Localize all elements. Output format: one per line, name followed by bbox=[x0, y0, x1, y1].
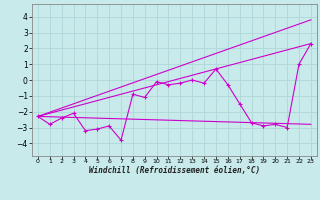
X-axis label: Windchill (Refroidissement éolien,°C): Windchill (Refroidissement éolien,°C) bbox=[89, 166, 260, 175]
